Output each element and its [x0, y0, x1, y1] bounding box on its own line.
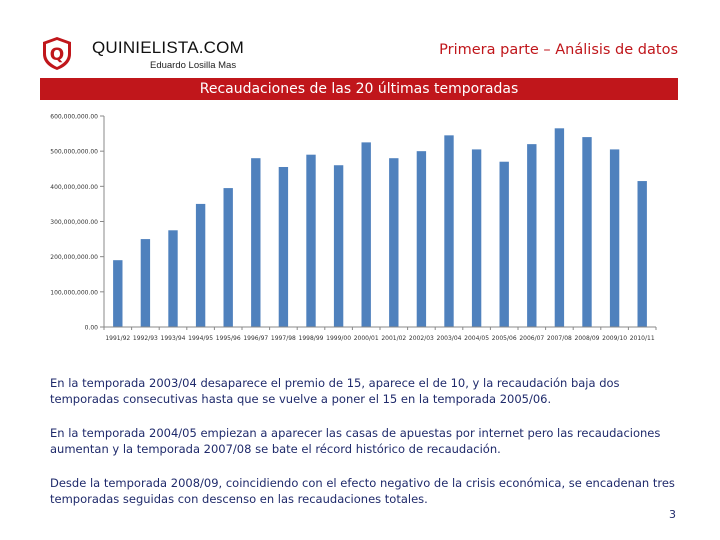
bar-2006-07: [527, 144, 537, 327]
x-tick-label: 2001/02: [381, 335, 406, 342]
paragraph-3: Desde la temporada 2008/09, coincidiendo…: [50, 476, 675, 506]
bar-2009-10: [609, 149, 620, 327]
x-tick-label: 2003/04: [437, 335, 462, 342]
bar-2005-06: [499, 161, 509, 327]
x-tick-label: 2008/09: [575, 335, 600, 342]
x-tick-label: 2004/05: [464, 335, 489, 342]
x-tick-label: 1999/00: [326, 335, 351, 342]
bar-1998-99: [306, 154, 316, 327]
brand-name: QUINIELISTA.COM: [92, 38, 244, 57]
paragraph-1: En la temporada 2003/04 desaparece el pr…: [50, 376, 620, 406]
y-tick-label: 200,000,000.00: [50, 254, 98, 261]
bar-2007-08: [554, 128, 565, 327]
paragraph-2: En la temporada 2004/05 empiezan a apare…: [50, 426, 661, 456]
x-tick-label: 2002/03: [409, 335, 434, 342]
y-tick-label: 0.00: [85, 325, 99, 332]
bar-2003-04: [444, 135, 454, 327]
x-tick-label: 2010/11: [630, 335, 655, 342]
x-tick-label: 1998/99: [299, 335, 324, 342]
bar-2000-01: [361, 142, 371, 327]
x-tick-label: 1994/95: [188, 335, 213, 342]
x-tick-label: 1995/96: [216, 335, 241, 342]
bar-2004-05: [471, 149, 482, 327]
quinielista-logo: Q: [43, 37, 71, 70]
page-number: 3: [669, 508, 676, 521]
y-tick-label: 300,000,000.00: [50, 219, 98, 226]
bar-1994-95: [195, 203, 206, 327]
bar-2008-09: [582, 137, 592, 327]
bar-1992-93: [140, 239, 151, 327]
x-tick-label: 2007/08: [547, 335, 572, 342]
bar-1993-94: [168, 230, 178, 327]
section-title: Primera parte – Análisis de datos: [439, 42, 678, 58]
bar-1999-00: [333, 165, 344, 327]
x-tick-label: 1997/98: [271, 335, 296, 342]
chart-title-banner: Recaudaciones de las 20 últimas temporad…: [40, 78, 678, 100]
x-tick-label: 2000/01: [354, 335, 379, 342]
x-tick-label: 1991/92: [105, 335, 130, 342]
logo-letter: Q: [50, 45, 64, 65]
x-tick-label: 2006/07: [519, 335, 544, 342]
author-name: Eduardo Losilla Mas: [150, 60, 237, 71]
y-tick-label: 500,000,000.00: [50, 149, 98, 156]
bar-1991-92: [113, 260, 123, 327]
bar-2010-11: [637, 181, 647, 327]
x-tick-label: 2005/06: [492, 335, 517, 342]
y-axis: 0.00 100,000,000.00 200,000,000.00 300,000,…: [50, 114, 105, 332]
x-axis: 1991/92 1992/93 1993/94 1994/95 1995/96 1996/…: [103, 326, 657, 342]
bar-2002-03: [416, 151, 427, 327]
bar-1995-96: [223, 188, 233, 327]
revenue-bar-chart: 0.00 100,000,000.00 200,000,000.00 300,000,…: [50, 114, 657, 342]
x-tick-label: 1993/94: [161, 335, 186, 342]
x-tick-label: 2009/10: [602, 335, 627, 342]
bar-1996-97: [251, 158, 261, 327]
x-tick-label: 1992/93: [133, 335, 158, 342]
y-tick-label: 400,000,000.00: [50, 184, 98, 191]
bars: [113, 128, 647, 327]
y-tick-label: 100,000,000.00: [50, 289, 98, 296]
bar-2001-02: [389, 158, 399, 327]
bar-1997-98: [278, 166, 289, 327]
x-tick-label: 1996/97: [243, 335, 268, 342]
y-tick-label: 600,000,000.00: [50, 114, 98, 121]
